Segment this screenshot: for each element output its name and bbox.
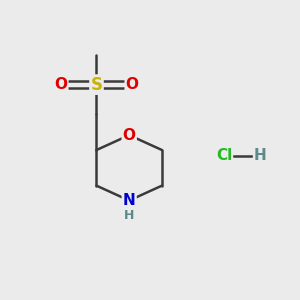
Text: O: O <box>54 77 67 92</box>
Text: H: H <box>254 148 266 164</box>
Text: O: O <box>126 77 139 92</box>
Text: H: H <box>124 209 134 223</box>
Text: N: N <box>123 193 136 208</box>
Text: Cl: Cl <box>216 148 232 164</box>
Text: S: S <box>91 76 103 94</box>
Text: O: O <box>123 128 136 142</box>
